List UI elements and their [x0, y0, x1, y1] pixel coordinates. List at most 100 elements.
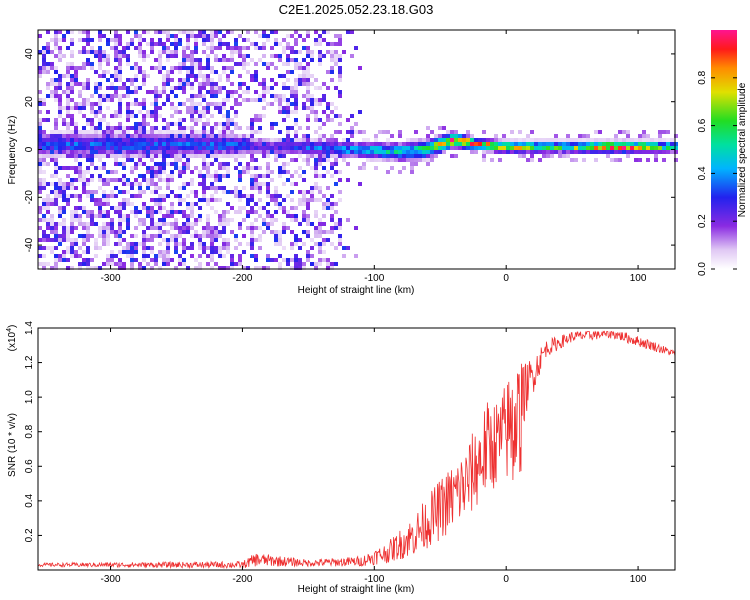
spectrogram-cell: [142, 266, 146, 270]
spectrogram-cell: [530, 154, 534, 158]
spectrogram-cell: [110, 38, 114, 42]
spectrogram-cell: [102, 70, 106, 74]
spectrogram-cell: [318, 34, 322, 38]
spectrogram-cells: [38, 30, 678, 270]
spectrogram-cell: [158, 58, 162, 62]
spectrogram-cell: [198, 74, 202, 78]
spectrogram-cell: [154, 86, 158, 90]
spectrogram-cell: [226, 118, 230, 122]
spectrogram-cell: [46, 226, 50, 230]
spectrogram-cell: [38, 122, 42, 126]
spectrogram-cell: [114, 58, 118, 62]
spectrogram-cell: [54, 66, 58, 70]
spectrogram-cell: [110, 94, 114, 98]
spectrogram-cell: [290, 58, 294, 62]
spectrogram-cell: [334, 210, 338, 214]
spectrogram-cell: [226, 202, 230, 206]
spectrogram-cell: [62, 190, 66, 194]
spectrogram-cell: [74, 170, 78, 174]
spectrogram-cell: [250, 226, 254, 230]
spectrogram-cell: [146, 54, 150, 58]
spectrogram-cell: [150, 134, 154, 138]
spectrogram-cell: [246, 86, 250, 90]
spectrogram-cell: [238, 226, 242, 230]
spectrogram-cell: [670, 150, 674, 154]
spectrogram-cell: [58, 254, 62, 258]
spectrogram-cell: [98, 226, 102, 230]
spectrogram-cell: [258, 98, 262, 102]
spectrogram-cell: [530, 130, 534, 134]
spectrogram-cell: [286, 146, 290, 150]
spectrogram-cell: [94, 146, 98, 150]
spectrogram-cell: [102, 222, 106, 226]
spectrogram-cell: [186, 218, 190, 222]
spectrogram-cell: [326, 206, 330, 210]
spectrogram-cell: [54, 194, 58, 198]
spectrogram-cell: [586, 150, 590, 154]
spectrogram-cell: [182, 58, 186, 62]
spectrogram-cell: [166, 150, 170, 154]
spectrogram-cell: [374, 154, 378, 158]
spectrogram-cell: [134, 178, 138, 182]
spectrogram-cell: [102, 242, 106, 246]
spectrogram-cell: [182, 90, 186, 94]
spectrogram-cell: [230, 118, 234, 122]
spectrogram-cell: [130, 266, 134, 270]
spectrogram-cell: [514, 142, 518, 146]
spectrogram-cell: [54, 150, 58, 154]
spectrogram-cell: [186, 154, 190, 158]
spectrogram-cell: [158, 254, 162, 258]
spectrogram-cell: [590, 150, 594, 154]
spectrogram-cell: [134, 226, 138, 230]
colorbar-tick-label: 0.8: [697, 70, 708, 84]
spectrogram-cell: [178, 126, 182, 130]
spectrogram-cell: [142, 122, 146, 126]
spectrogram-cell: [262, 78, 266, 82]
spectrogram-cell: [158, 42, 162, 46]
spectrogram-cell: [138, 162, 142, 166]
spectrogram-cell: [250, 98, 254, 102]
spectrogram-cell: [114, 154, 118, 158]
spectrogram-cell: [246, 90, 250, 94]
spectrogram-cell: [222, 154, 226, 158]
spectrogram-cell: [230, 142, 234, 146]
spectrogram-cell: [54, 142, 58, 146]
spectrogram-cell: [290, 46, 294, 50]
spectrogram-cell: [514, 146, 518, 150]
y-tick-label: 0.6: [24, 459, 35, 473]
spectrogram-cell: [650, 150, 654, 154]
spectrogram-cell: [210, 174, 214, 178]
spectrogram-cell: [58, 238, 62, 242]
spectrogram-cell: [550, 138, 554, 142]
spectrogram-cell: [282, 162, 286, 166]
spectrogram-cell: [298, 154, 302, 158]
spectrogram-cell: [70, 242, 74, 246]
spectrogram-cell: [94, 70, 98, 74]
spectrogram-cell: [42, 186, 46, 190]
spectrogram-cell: [86, 78, 90, 82]
spectrogram-cell: [194, 66, 198, 70]
spectrogram-cell: [98, 106, 102, 110]
spectrogram-cell: [118, 42, 122, 46]
spectrogram-cell: [526, 142, 530, 146]
spectrogram-cell: [98, 210, 102, 214]
spectrogram-cell: [66, 154, 70, 158]
spectrogram-cell: [122, 50, 126, 54]
spectrogram-cell: [134, 62, 138, 66]
spectrogram-cell: [286, 46, 290, 50]
spectrogram-cell: [226, 154, 230, 158]
spectrogram-cell: [646, 142, 650, 146]
spectrogram-cell: [214, 138, 218, 142]
spectrogram-cell: [118, 266, 122, 270]
spectrogram-cell: [406, 138, 410, 142]
spectrogram-cell: [170, 134, 174, 138]
spectrogram-cell: [342, 246, 346, 250]
spectrogram-cell: [178, 102, 182, 106]
spectrogram-cell: [134, 242, 138, 246]
spectrogram-cell: [98, 46, 102, 50]
spectrogram-cell: [150, 266, 154, 270]
spectrogram-cell: [570, 158, 574, 162]
spectrogram-cell: [666, 150, 670, 154]
spectrogram-cell: [326, 50, 330, 54]
spectrogram-cell: [462, 138, 466, 142]
